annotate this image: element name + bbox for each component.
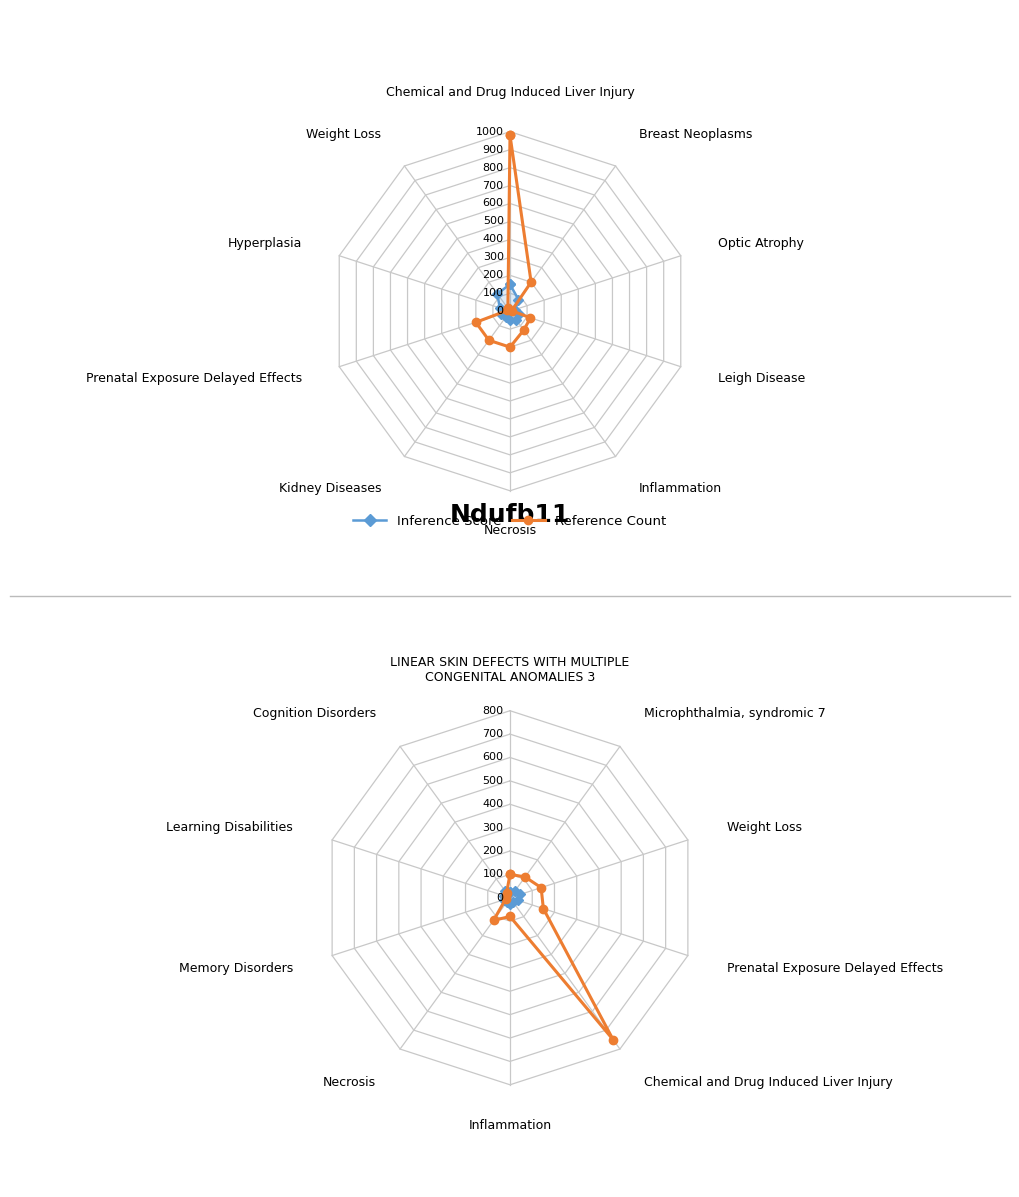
Legend: Inference Score, Reference Count: Inference Score, Reference Count [347,510,672,533]
Text: Breast Neoplasms: Breast Neoplasms [638,128,751,140]
Text: Chemical and Drug Induced Liver Injury: Chemical and Drug Induced Liver Injury [643,1076,892,1089]
Text: Weight Loss: Weight Loss [727,821,801,834]
Text: Learning Disabilities: Learning Disabilities [166,821,292,834]
Text: Leigh Disease: Leigh Disease [717,372,805,385]
Polygon shape [504,891,520,904]
Text: Optic Atrophy: Optic Atrophy [717,237,803,250]
Text: Inflammation: Inflammation [638,482,721,494]
Text: 500: 500 [482,776,503,786]
Text: 600: 600 [482,199,503,208]
Text: 600: 600 [482,753,503,762]
Text: 1000: 1000 [475,127,503,136]
Text: 100: 100 [482,869,503,880]
Text: 100: 100 [482,288,503,298]
Title: Ndufb11: Ndufb11 [449,503,570,527]
Text: 800: 800 [482,163,503,172]
Text: Prenatal Exposure Delayed Effects: Prenatal Exposure Delayed Effects [86,372,302,385]
Text: 900: 900 [482,145,503,154]
Text: 200: 200 [482,271,503,280]
Text: 300: 300 [482,253,503,262]
Text: 700: 700 [482,729,503,739]
Text: LINEAR SKIN DEFECTS WITH MULTIPLE
CONGENITAL ANOMALIES 3: LINEAR SKIN DEFECTS WITH MULTIPLE CONGEN… [390,656,629,683]
Text: 300: 300 [482,822,503,833]
Polygon shape [497,285,518,321]
Text: Inflammation: Inflammation [468,1119,551,1132]
Text: 200: 200 [482,846,503,856]
Text: 0: 0 [496,893,503,903]
Text: Necrosis: Necrosis [322,1076,376,1089]
Text: Memory Disorders: Memory Disorders [178,961,292,974]
Text: Cognition Disorders: Cognition Disorders [253,706,376,719]
Text: Necrosis: Necrosis [483,524,536,536]
Text: 700: 700 [482,181,503,190]
Text: 0: 0 [496,306,503,316]
Text: 400: 400 [482,800,503,809]
Text: 500: 500 [482,217,503,226]
Text: Hyperplasia: Hyperplasia [227,237,302,250]
Text: 400: 400 [482,235,503,244]
Text: Microphthalmia, syndromic 7: Microphthalmia, syndromic 7 [643,706,825,719]
Text: 800: 800 [482,706,503,716]
Text: Chemical and Drug Induced Liver Injury: Chemical and Drug Induced Liver Injury [385,86,634,98]
Text: Kidney Diseases: Kidney Diseases [278,482,381,494]
Text: Weight Loss: Weight Loss [306,128,381,140]
Text: Prenatal Exposure Delayed Effects: Prenatal Exposure Delayed Effects [727,961,943,974]
